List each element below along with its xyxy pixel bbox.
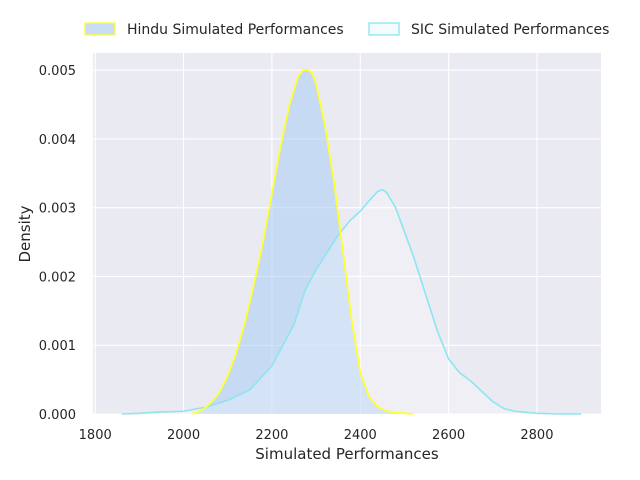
series-line-sic	[121, 189, 582, 415]
x-tick-label-2400: 2400	[344, 428, 377, 443]
series-line-hindu	[192, 69, 414, 415]
legend-swatch-hindu	[84, 22, 116, 36]
x-axis-label: Simulated Performances	[255, 445, 439, 463]
x-tick-label-2600: 2600	[432, 428, 465, 443]
y-tick-label-0: 0.000	[39, 408, 76, 423]
y-tick-label-1: 0.001	[39, 339, 76, 354]
y-tick-label-4: 0.004	[39, 133, 76, 148]
series-layer	[121, 69, 582, 415]
legend-label-sic: SIC Simulated Performances	[411, 22, 609, 38]
x-tick-label-1800: 1800	[79, 428, 112, 443]
x-tick-label-2800: 2800	[520, 428, 553, 443]
x-tick-label-2200: 2200	[255, 428, 288, 443]
x-tick-label-2000: 2000	[167, 428, 200, 443]
legend: Hindu Simulated Performances SIC Simulat…	[84, 22, 609, 38]
series-area-sic	[121, 189, 582, 414]
y-tick-label-5: 0.005	[39, 64, 76, 79]
x-tick-labels: 1800 2000 2200 2400 2600 2800	[79, 428, 554, 443]
y-tick-label-3: 0.003	[39, 202, 76, 217]
series-area-hindu	[192, 70, 414, 414]
y-tick-labels: 0.000 0.001 0.002 0.003 0.004 0.005	[39, 64, 76, 423]
y-axis-label: Density	[16, 205, 34, 262]
y-tick-label-2: 0.002	[39, 270, 76, 285]
legend-swatch-sic	[368, 22, 400, 36]
legend-label-hindu: Hindu Simulated Performances	[127, 22, 344, 38]
